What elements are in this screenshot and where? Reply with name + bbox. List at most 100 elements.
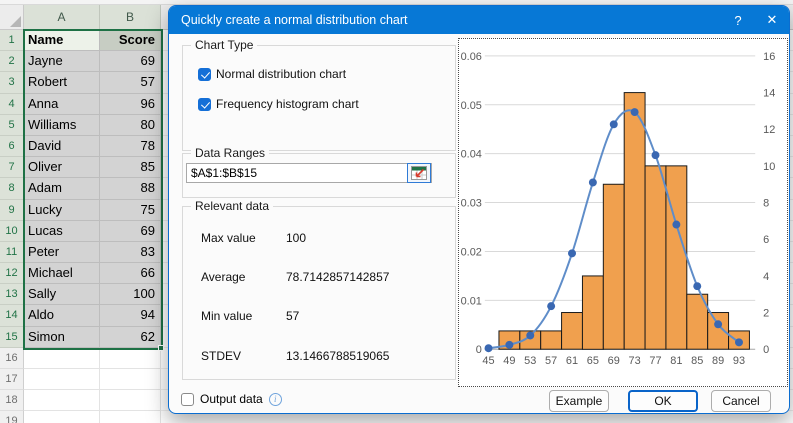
cell-score[interactable] xyxy=(100,411,161,423)
row-header[interactable]: 13 xyxy=(0,284,24,306)
info-icon[interactable]: i xyxy=(268,392,282,406)
svg-text:85: 85 xyxy=(691,355,703,367)
checkbox-checked[interactable] xyxy=(198,97,211,111)
row-header[interactable]: 8 xyxy=(0,178,24,200)
cell-name[interactable]: Adam xyxy=(24,178,100,200)
range-picker-button[interactable] xyxy=(407,163,431,183)
checkbox-label: Frequency histogram chart xyxy=(216,97,359,111)
cell-score[interactable]: 57 xyxy=(100,72,161,94)
cell-score[interactable]: Score xyxy=(100,30,161,52)
row-header[interactable]: 9 xyxy=(0,199,24,221)
stat-label: STDEV xyxy=(201,349,242,363)
row-header[interactable]: 7 xyxy=(0,157,24,179)
row-header[interactable]: 5 xyxy=(0,114,24,136)
svg-text:16: 16 xyxy=(763,51,775,63)
cell-name[interactable]: Lucky xyxy=(24,199,100,221)
svg-text:12: 12 xyxy=(763,124,775,136)
cell-score[interactable]: 69 xyxy=(100,51,161,73)
select-all-triangle-icon xyxy=(10,16,21,27)
cell-name[interactable]: Anna xyxy=(24,93,100,115)
cell-score[interactable]: 78 xyxy=(100,135,161,158)
ok-button[interactable]: OK xyxy=(628,390,698,412)
stat-value: 13.1466788519065 xyxy=(286,349,390,363)
cell-score[interactable]: 96 xyxy=(100,93,161,115)
row-header[interactable]: 19 xyxy=(0,411,24,423)
row-header[interactable]: 6 xyxy=(0,135,24,158)
cell-name[interactable]: David xyxy=(24,135,100,158)
example-button[interactable]: Example xyxy=(549,390,609,412)
cell-score[interactable]: 66 xyxy=(100,263,161,285)
close-icon[interactable]: ✕ xyxy=(766,12,778,27)
row-header[interactable]: 11 xyxy=(0,241,24,264)
chart-type-option: Normal distribution chart xyxy=(198,65,346,83)
cell-score[interactable]: 94 xyxy=(100,305,161,327)
cell-name[interactable]: Lucas xyxy=(24,220,100,242)
svg-text:0: 0 xyxy=(476,344,482,356)
row-header[interactable]: 12 xyxy=(0,263,24,285)
cell-name[interactable] xyxy=(24,369,100,391)
cell-name[interactable]: Oliver xyxy=(24,157,100,179)
row-header[interactable]: 3 xyxy=(0,72,24,94)
svg-text:10: 10 xyxy=(763,161,775,173)
cell-name[interactable]: Peter xyxy=(24,241,100,264)
checkbox-label: Normal distribution chart xyxy=(216,67,347,81)
svg-text:0.05: 0.05 xyxy=(461,100,482,112)
row-header[interactable]: 4 xyxy=(0,93,24,115)
cell-name[interactable]: Aldo xyxy=(24,305,100,327)
output-data-checkbox[interactable] xyxy=(181,392,194,406)
stat-label: Average xyxy=(201,270,246,284)
cell-score[interactable]: 83 xyxy=(100,241,161,264)
svg-text:0: 0 xyxy=(763,344,769,356)
cell-name[interactable] xyxy=(24,347,100,369)
normal-distribution-dialog: Quickly create a normal distribution cha… xyxy=(168,5,790,414)
column-header-b[interactable]: B xyxy=(100,5,161,30)
row-header[interactable]: 16 xyxy=(0,347,24,369)
stat-value: 57 xyxy=(286,309,300,323)
chart-preview: 0 0.01 0.02 0.03 0.04 0.05 0.06 0 2 4 6 8 10 12 14 16 45… xyxy=(458,38,788,387)
cell-name[interactable]: Simon xyxy=(24,326,100,348)
dialog-titlebar[interactable]: Quickly create a normal distribution cha… xyxy=(169,6,789,34)
svg-text:77: 77 xyxy=(649,355,661,367)
relevant-data-group: Relevant data xyxy=(182,199,456,380)
row-header[interactable]: 14 xyxy=(0,305,24,327)
data-range-value: $A$1:$B$15 xyxy=(191,166,258,180)
cell-score[interactable]: 88 xyxy=(100,178,161,200)
cell-name[interactable] xyxy=(24,411,100,423)
cell-score[interactable]: 80 xyxy=(100,114,161,136)
row-header[interactable]: 1 xyxy=(0,30,24,52)
column-header-a[interactable]: A xyxy=(24,5,100,30)
row-header[interactable]: 10 xyxy=(0,220,24,242)
select-all-corner[interactable] xyxy=(0,5,24,30)
row-header[interactable]: 17 xyxy=(0,369,24,391)
cell-score[interactable] xyxy=(100,347,161,369)
worksheet-top-strip xyxy=(0,0,793,5)
cell-score[interactable]: 69 xyxy=(100,220,161,242)
data-range-input[interactable]: $A$1:$B$15 xyxy=(186,163,432,183)
cell-score[interactable] xyxy=(100,390,161,412)
cell-name[interactable]: Michael xyxy=(24,263,100,285)
cell-name[interactable]: Sally xyxy=(24,284,100,306)
cell-name[interactable]: Robert xyxy=(24,72,100,94)
help-icon[interactable]: ? xyxy=(734,12,742,28)
chart-type-group: Chart Type xyxy=(182,38,456,151)
svg-text:6: 6 xyxy=(763,234,769,246)
histogram-normal-chart: 0 0.01 0.02 0.03 0.04 0.05 0.06 0 2 4 6 8 10 12 14 16 45… xyxy=(461,51,776,367)
cell-score[interactable]: 62 xyxy=(100,326,161,348)
row-header[interactable]: 2 xyxy=(0,51,24,73)
row-header[interactable]: 15 xyxy=(0,326,24,348)
cell-name[interactable]: Name xyxy=(24,30,100,52)
svg-text:0.02: 0.02 xyxy=(461,246,482,258)
cell-score[interactable]: 85 xyxy=(100,157,161,179)
data-ranges-group: Data Ranges xyxy=(182,146,456,198)
svg-text:81: 81 xyxy=(670,355,682,367)
selection-fill-handle[interactable] xyxy=(158,345,164,351)
cell-name[interactable]: Williams xyxy=(24,114,100,136)
checkbox-checked[interactable] xyxy=(198,67,211,81)
cell-name[interactable] xyxy=(24,390,100,412)
cell-score[interactable]: 75 xyxy=(100,199,161,221)
cell-score[interactable]: 100 xyxy=(100,284,161,306)
cell-score[interactable] xyxy=(100,369,161,391)
cancel-button[interactable]: Cancel xyxy=(711,390,771,412)
row-header[interactable]: 18 xyxy=(0,390,24,412)
cell-name[interactable]: Jayne xyxy=(24,51,100,73)
